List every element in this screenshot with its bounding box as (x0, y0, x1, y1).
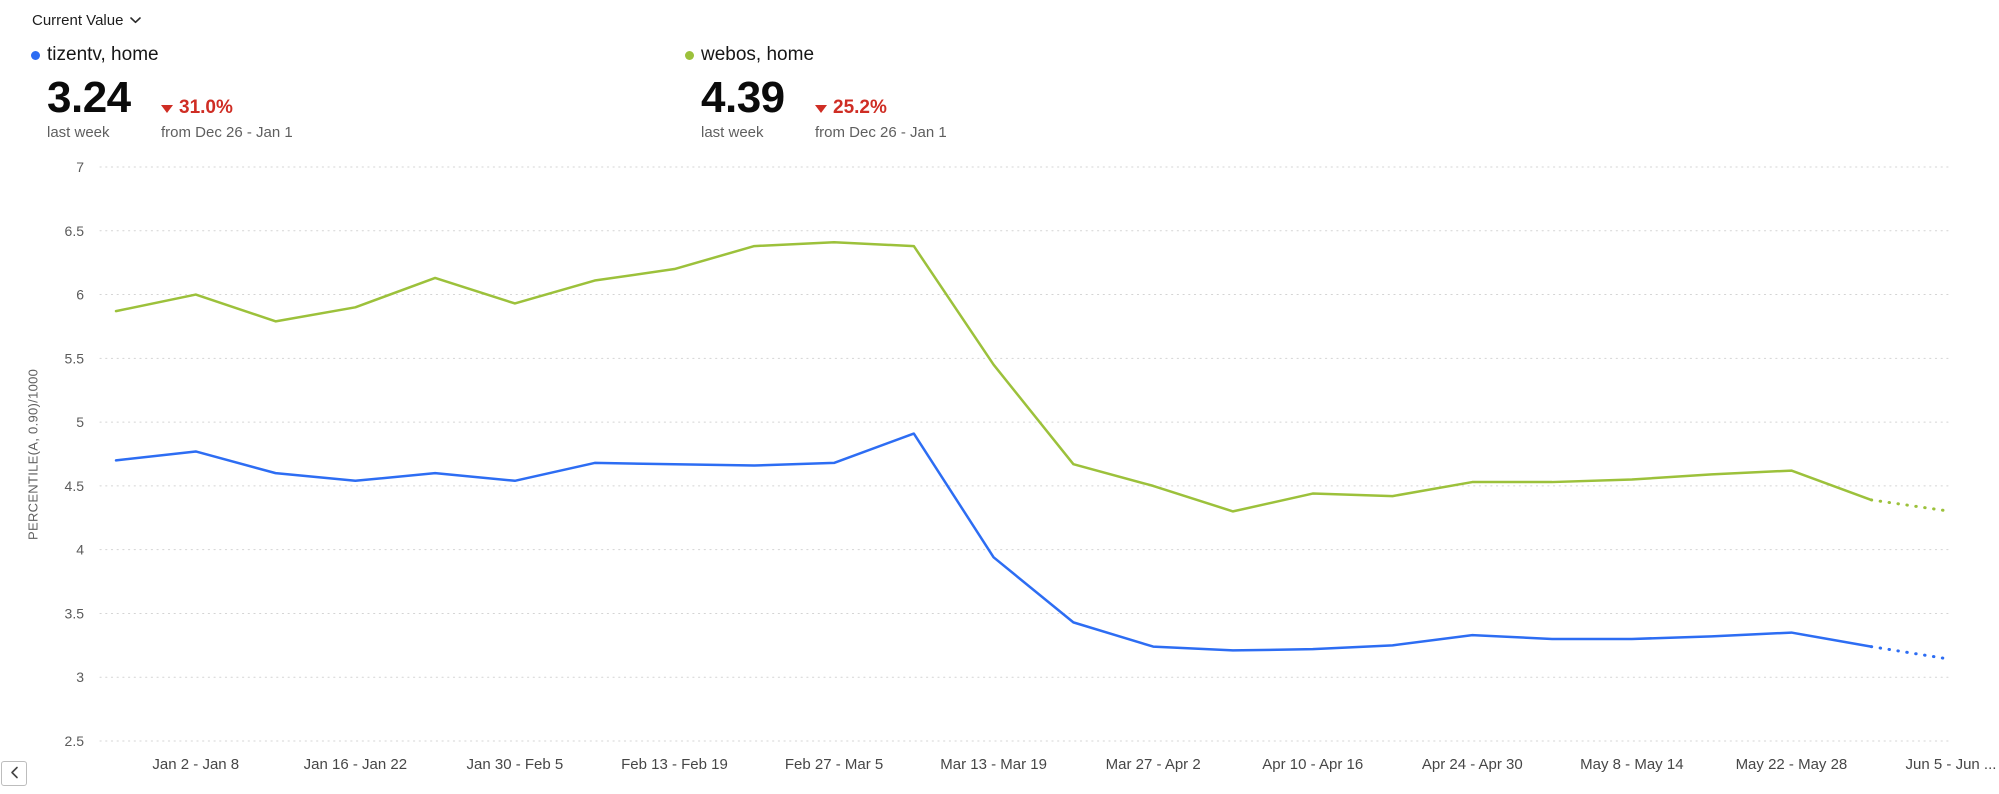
x-tick-label: May 8 - May 14 (1580, 756, 1683, 773)
x-tick-label: Feb 27 - Mar 5 (785, 756, 883, 773)
metric-delta-value: 25.2% (833, 97, 887, 118)
series-line-projection[interactable] (1869, 645, 1953, 661)
y-tick-label: 4.5 (65, 478, 85, 494)
current-value-dropdown[interactable]: Current Value (32, 12, 142, 29)
chevron-down-icon (130, 17, 142, 24)
x-tick-label: Apr 10 - Apr 16 (1262, 756, 1363, 773)
x-tick-label: Mar 27 - Apr 2 (1106, 756, 1201, 773)
chevron-left-icon (10, 766, 19, 782)
y-tick-label: 4 (76, 542, 84, 558)
triangle-down-icon (161, 105, 173, 113)
metric-card-webos: webos, home 4.39 25.2% last week from De… (685, 44, 947, 141)
metric-delta-value: 31.0% (179, 97, 233, 118)
y-tick-label: 3 (76, 669, 84, 685)
legend-item-tizentv[interactable]: tizentv, home (31, 44, 293, 66)
metric-card-tizentv: tizentv, home 3.24 31.0% last week from … (31, 44, 293, 141)
metric-period: last week (47, 124, 110, 141)
y-tick-label: 6 (76, 287, 84, 303)
metric-delta: 31.0% (161, 97, 293, 119)
metric-comparison: from Dec 26 - Jan 1 (815, 124, 947, 141)
y-tick-label: 6.5 (65, 223, 85, 239)
x-tick-label: Jun 5 - Jun ... (1906, 756, 1997, 773)
metric-comparison: from Dec 26 - Jan 1 (161, 124, 293, 141)
x-tick-label: Feb 13 - Feb 19 (621, 756, 728, 773)
legend-item-webos[interactable]: webos, home (685, 44, 947, 66)
series-name: tizentv, home (47, 44, 159, 65)
y-tick-label: 7 (76, 159, 84, 175)
x-tick-label: Jan 30 - Feb 5 (467, 756, 564, 773)
x-tick-label: Jan 16 - Jan 22 (304, 756, 407, 773)
y-tick-label: 2.5 (65, 733, 85, 749)
triangle-down-icon (815, 105, 827, 113)
metric-period: last week (701, 124, 764, 141)
metric-value: 4.39 (701, 73, 785, 122)
series-name: webos, home (701, 44, 815, 65)
x-tick-label: Jan 2 - Jan 8 (152, 756, 239, 773)
series-line[interactable] (114, 241, 1873, 513)
y-tick-label: 5.5 (65, 350, 85, 366)
x-tick-label: Apr 24 - Apr 30 (1422, 756, 1523, 773)
current-value-dropdown-label: Current Value (32, 12, 124, 29)
series-line-projection[interactable] (1869, 498, 1953, 513)
series-color-dot (31, 50, 40, 60)
x-tick-label: Mar 13 - Mar 19 (940, 756, 1047, 773)
scroll-left-button[interactable] (1, 761, 27, 786)
metric-value: 3.24 (47, 73, 131, 122)
y-tick-label: 5 (76, 414, 84, 430)
metric-delta: 25.2% (815, 97, 947, 119)
y-tick-label: 3.5 (65, 605, 85, 621)
series-color-dot (685, 50, 694, 60)
x-tick-label: May 22 - May 28 (1736, 756, 1848, 773)
series-line[interactable] (114, 432, 1873, 652)
